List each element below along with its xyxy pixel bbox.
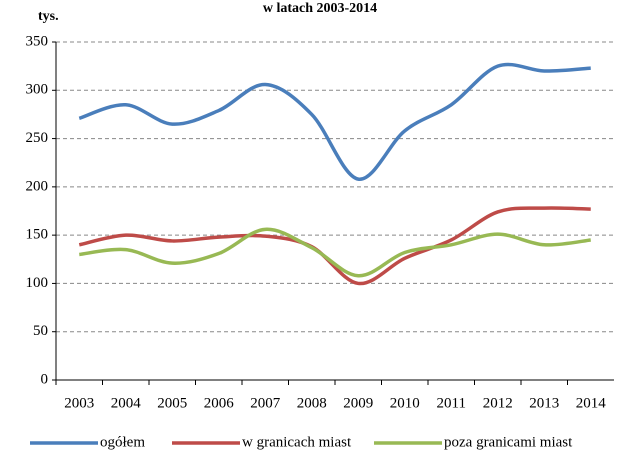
x-tick-label: 2013: [529, 395, 559, 411]
x-tick-label: 2011: [437, 395, 466, 411]
x-tick-label: 2008: [297, 395, 327, 411]
y-tick-label: 50: [33, 323, 48, 339]
y-tick-label: 100: [26, 275, 49, 291]
x-tick-label: 2014: [576, 395, 607, 411]
x-tick-label: 2005: [157, 395, 187, 411]
legend-label: poza granicami miast: [444, 434, 573, 450]
line-series: [79, 227, 591, 278]
legend-label: w granicach miast: [242, 434, 352, 450]
x-tick-label: 2006: [204, 395, 235, 411]
x-tick-label: 2010: [390, 395, 420, 411]
chart-title: w latach 2003-2014: [263, 1, 377, 16]
legend-label: ogółem: [100, 434, 145, 450]
x-tick-label: 2009: [343, 395, 373, 411]
y-tick-label: 150: [26, 227, 49, 243]
x-tick-label: 2007: [250, 395, 281, 411]
x-tick-label: 2012: [483, 395, 513, 411]
y-tick-label: 250: [26, 130, 49, 146]
y-axis-label: tys.: [38, 9, 59, 24]
y-tick-label: 350: [26, 33, 49, 49]
line-series: [78, 206, 591, 286]
y-tick-label: 0: [41, 371, 49, 387]
y-tick-label: 200: [26, 178, 49, 194]
line-series: [78, 62, 591, 181]
x-tick-label: 2004: [111, 395, 142, 411]
y-tick-label: 300: [26, 82, 49, 98]
x-tick-label: 2003: [64, 395, 94, 411]
